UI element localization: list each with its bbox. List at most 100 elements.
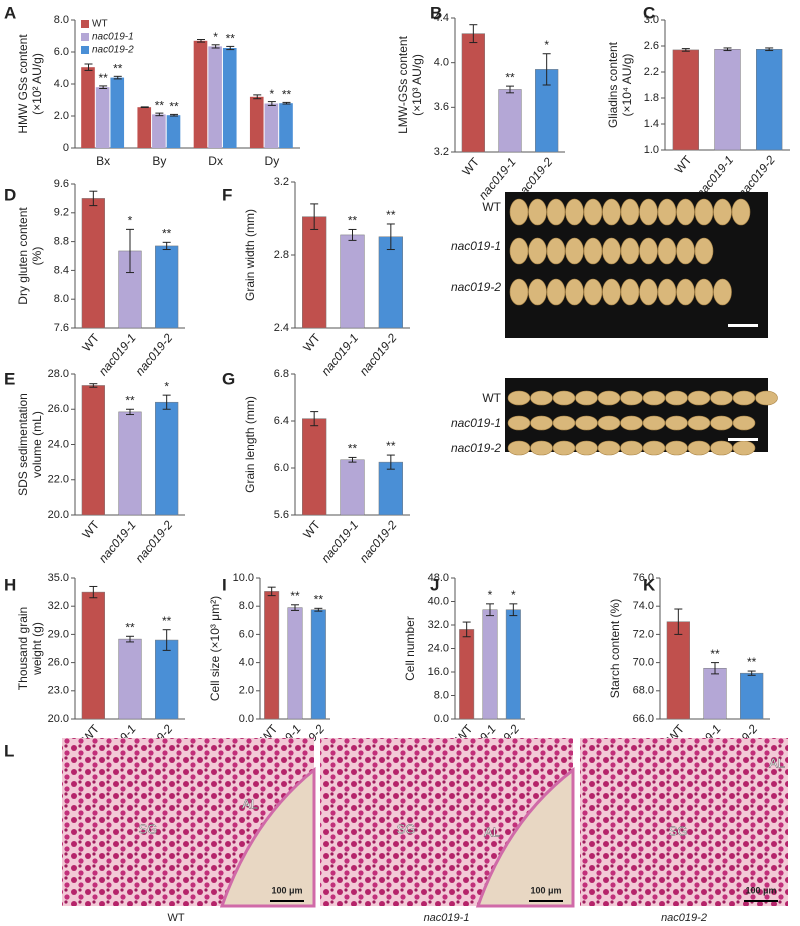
scale-bar bbox=[728, 438, 758, 441]
significance: ** bbox=[113, 61, 123, 75]
significance: ** bbox=[505, 70, 515, 84]
grain bbox=[639, 278, 658, 306]
bar bbox=[81, 67, 95, 148]
significance: ** bbox=[348, 214, 358, 228]
bar bbox=[714, 49, 741, 151]
grain bbox=[642, 440, 666, 456]
caption: nac019-2 bbox=[661, 912, 707, 924]
bar bbox=[378, 236, 403, 329]
bar bbox=[482, 609, 498, 720]
bar bbox=[340, 234, 365, 329]
bar bbox=[249, 96, 264, 148]
panel-letter: B bbox=[430, 3, 442, 22]
y-tick-label: 68.0 bbox=[633, 685, 654, 697]
panel-letter: H bbox=[4, 575, 16, 594]
significance: ** bbox=[169, 100, 179, 114]
grain bbox=[710, 415, 733, 431]
grain bbox=[657, 237, 677, 265]
y-tick-label: 6.0 bbox=[54, 46, 69, 58]
grain bbox=[694, 278, 714, 306]
grain bbox=[657, 198, 677, 226]
grain bbox=[565, 237, 584, 265]
y-axis-label: Thousand grain bbox=[16, 607, 30, 690]
y-tick-label: 8.0 bbox=[239, 600, 254, 612]
significance: ** bbox=[386, 439, 396, 453]
y-tick-label: 6.0 bbox=[274, 462, 289, 474]
y-tick-label: 0 bbox=[63, 142, 69, 154]
y-axis-label: Cell size (×10³ μm²) bbox=[208, 596, 222, 701]
y-tick-label: 40.0 bbox=[428, 595, 449, 607]
bar bbox=[672, 49, 700, 151]
legend-label: nac019-2 bbox=[92, 45, 134, 56]
bar bbox=[459, 629, 475, 720]
legend-swatch bbox=[81, 46, 89, 54]
tissue-label: AL bbox=[242, 796, 258, 811]
grain bbox=[552, 440, 576, 456]
tissue-label: SG bbox=[397, 821, 416, 836]
y-tick-label: 9.2 bbox=[54, 207, 69, 219]
significance: ** bbox=[386, 208, 396, 222]
grain bbox=[713, 278, 732, 306]
panel-letter: K bbox=[643, 575, 656, 594]
x-tick-label: WT bbox=[672, 152, 695, 176]
y-tick-label: 76.0 bbox=[633, 572, 654, 584]
tissue-label: AL bbox=[769, 755, 785, 770]
y-tick-label: 4.0 bbox=[434, 57, 449, 69]
significance: * bbox=[544, 38, 549, 52]
grain bbox=[713, 198, 732, 226]
bar bbox=[302, 418, 327, 516]
y-tick-label: 48.0 bbox=[428, 572, 449, 584]
grain bbox=[676, 198, 695, 226]
caption: nac019-1 bbox=[424, 912, 470, 924]
y-tick-label: 8.0 bbox=[434, 689, 449, 701]
y-tick-label: 1.8 bbox=[644, 92, 659, 104]
grain bbox=[732, 415, 756, 431]
grain bbox=[676, 278, 695, 306]
significance: ** bbox=[747, 655, 757, 669]
grain bbox=[620, 198, 640, 226]
bar bbox=[81, 198, 105, 329]
y-tick-label: 0.0 bbox=[239, 713, 254, 725]
x-tick-label: nac019-1 bbox=[318, 331, 361, 378]
tissue-label: SG bbox=[669, 823, 688, 838]
significance: ** bbox=[155, 98, 165, 112]
y-tick-label: 20.0 bbox=[48, 509, 69, 521]
y-tick-label: 0.0 bbox=[434, 713, 449, 725]
grain bbox=[639, 198, 658, 226]
x-tick-label: nac019-2 bbox=[357, 518, 400, 566]
significance: * bbox=[128, 214, 133, 228]
y-tick-label: 8.8 bbox=[54, 236, 69, 248]
y-tick-label: 28.0 bbox=[48, 368, 69, 380]
y-tick-label: 22.0 bbox=[48, 474, 69, 486]
y-axis-label: Cell number bbox=[403, 616, 417, 681]
panel-letter: D bbox=[4, 185, 16, 204]
y-axis-label: Grain width (mm) bbox=[243, 209, 257, 301]
y-tick-label: 2.8 bbox=[274, 249, 289, 261]
grain bbox=[620, 390, 643, 406]
photo-row-label: WT bbox=[482, 200, 501, 214]
y-axis-label: SDS sedimentation bbox=[16, 393, 30, 496]
bar bbox=[81, 591, 105, 720]
bar bbox=[137, 107, 152, 148]
x-tick-label: WT bbox=[79, 330, 102, 354]
y-axis-label: (×10³ AU/g) bbox=[410, 54, 424, 116]
grain bbox=[528, 198, 547, 226]
y-tick-label: 2.6 bbox=[644, 40, 659, 52]
y-axis-label: (×10⁴ AU/g) bbox=[620, 54, 634, 117]
grain bbox=[694, 198, 714, 226]
grain bbox=[597, 440, 621, 456]
bar bbox=[208, 46, 222, 148]
bar bbox=[378, 461, 403, 516]
legend-swatch bbox=[81, 33, 89, 41]
y-axis-label: (%) bbox=[30, 247, 44, 266]
y-axis-label: HMW GSs content bbox=[16, 34, 30, 134]
grain bbox=[620, 237, 640, 265]
grain bbox=[546, 198, 566, 226]
bar bbox=[152, 114, 166, 148]
x-tick-label: nac019-2 bbox=[357, 331, 400, 379]
grain bbox=[687, 390, 711, 406]
grain bbox=[507, 440, 531, 456]
tissue-label: SG bbox=[139, 821, 158, 836]
grain bbox=[710, 390, 733, 406]
grain bbox=[687, 415, 711, 431]
